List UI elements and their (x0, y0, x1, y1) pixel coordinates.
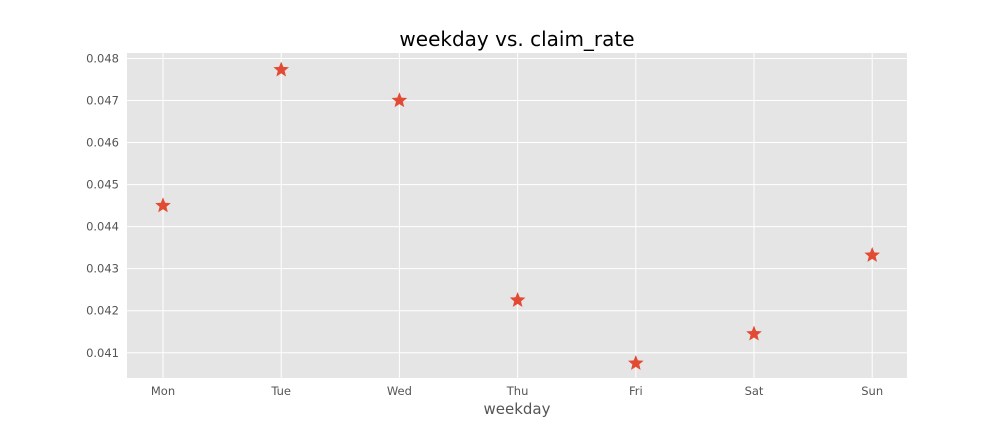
data-point-star (509, 292, 526, 307)
x-tick-label: Wed (387, 384, 412, 398)
y-tick-label: 0.048 (86, 51, 119, 65)
y-tick-label: 0.046 (86, 136, 119, 150)
x-tick-label: Thu (506, 384, 529, 398)
y-tick-label: 0.042 (86, 304, 119, 318)
axis-ticks: 0.041 0.042 0.043 0.044 0.045 0.046 0.047 0.048… (86, 51, 883, 398)
x-tick-label: Sun (861, 384, 883, 398)
data-markers (155, 61, 880, 370)
data-point-star (628, 355, 644, 370)
data-point-star (155, 197, 171, 213)
grid-lines (127, 53, 907, 378)
plot-area (127, 53, 907, 378)
chart-title: weekday vs. claim_rate (399, 27, 634, 51)
y-tick-label: 0.047 (86, 94, 119, 108)
x-tick-label: Fri (629, 384, 643, 398)
x-tick-label: Sat (745, 384, 764, 398)
x-tick-label: Mon (151, 384, 175, 398)
x-tick-label: Tue (270, 384, 291, 398)
y-tick-label: 0.044 (86, 220, 119, 234)
data-point-star (391, 92, 408, 108)
data-point-star (273, 61, 289, 77)
y-tick-label: 0.045 (86, 178, 119, 192)
y-tick-label: 0.043 (86, 262, 119, 276)
data-point-star (746, 325, 762, 341)
y-tick-label: 0.041 (86, 346, 119, 360)
data-point-star (864, 247, 880, 262)
x-axis-label: weekday (483, 400, 550, 418)
